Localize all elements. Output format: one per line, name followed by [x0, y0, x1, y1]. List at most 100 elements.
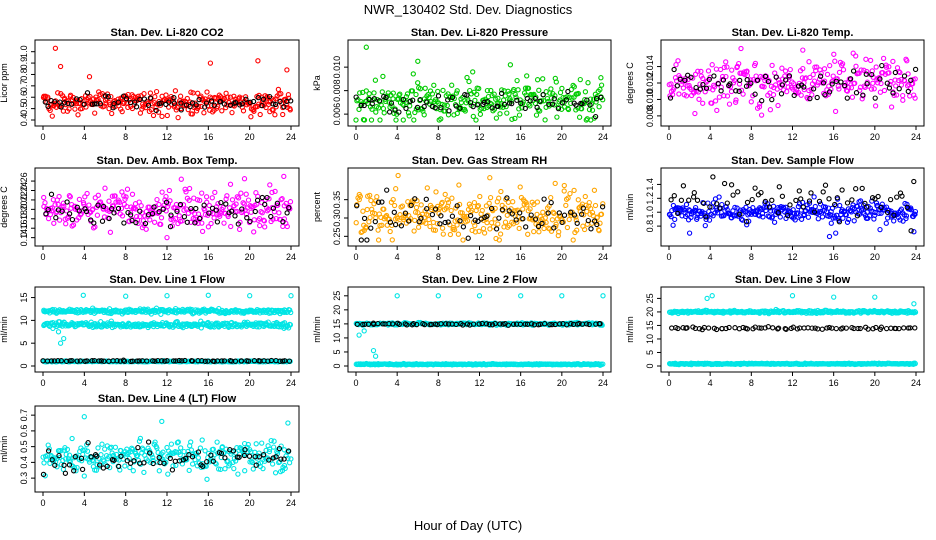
- panel-title: Stan. Dev. Gas Stream RH: [412, 155, 548, 167]
- data-point-hourly: [99, 218, 106, 224]
- outlier-point-samples: [738, 45, 744, 52]
- data-point-samples: [380, 105, 387, 112]
- data-point-hourly: [423, 196, 429, 202]
- data-point-samples: [444, 197, 450, 203]
- data-point-hourly: [808, 190, 814, 196]
- data-point-hourly: [43, 211, 49, 217]
- data-point-samples: [243, 211, 250, 217]
- data-point-samples: [732, 99, 739, 105]
- data-point-hourly: [489, 322, 496, 328]
- data-point-hourly: [549, 321, 555, 328]
- panel-title: Stan. Dev. Line 1 Flow: [109, 274, 225, 286]
- data-point-hourly: [793, 197, 799, 204]
- x-tick-label: 12: [474, 378, 484, 388]
- data-point-hourly: [69, 101, 75, 107]
- data-point-samples: [92, 195, 98, 201]
- data-point-samples: [512, 115, 518, 122]
- data-point-hourly: [432, 206, 439, 212]
- x-tick-label: 16: [516, 132, 526, 142]
- data-point-samples: [561, 182, 567, 189]
- data-point-hourly: [247, 218, 253, 225]
- data-point-samples: [434, 220, 441, 227]
- data-point-samples: [107, 229, 114, 235]
- data-point-samples: [506, 91, 512, 97]
- data-point-hourly: [407, 98, 413, 105]
- data-point-samples: [734, 63, 741, 70]
- data-point-samples: [451, 227, 458, 233]
- data-point-hourly: [863, 71, 869, 77]
- data-point-samples: [235, 195, 242, 201]
- data-point-hourly: [691, 190, 697, 196]
- data-point-samples: [881, 204, 887, 211]
- panel-title: Stan. Dev. Li-820 Temp.: [732, 27, 854, 39]
- data-point-hourly: [807, 95, 813, 102]
- data-point-samples: [374, 194, 380, 200]
- data-point-samples: [415, 80, 421, 86]
- data-point-samples: [61, 203, 67, 209]
- data-point-hourly: [94, 101, 100, 107]
- data-point-samples: [669, 207, 675, 214]
- data-point-hourly: [470, 103, 476, 110]
- data-point-hourly: [206, 210, 212, 216]
- data-point-samples: [525, 85, 532, 91]
- data-point-samples: [176, 213, 182, 219]
- data-point-hourly: [485, 99, 491, 105]
- outlier-point-samples: [86, 74, 93, 80]
- x-tick-label: 8: [749, 378, 754, 388]
- panel-title: Stan. Dev. Amb. Box Temp.: [97, 155, 238, 167]
- data-point-samples: [133, 213, 140, 220]
- data-point-hourly: [551, 225, 557, 231]
- data-point-hourly: [412, 196, 418, 202]
- data-point-hourly: [498, 90, 505, 97]
- x-tick-label: 20: [870, 378, 880, 388]
- data-point-samples: [215, 200, 221, 207]
- data-point-samples: [163, 92, 169, 98]
- data-point-samples: [158, 215, 165, 221]
- data-point-samples: [556, 229, 562, 235]
- data-point-samples: [119, 189, 125, 195]
- data-point-samples: [853, 63, 859, 69]
- data-point-samples: [130, 468, 136, 474]
- data-point-samples: [375, 237, 382, 243]
- data-point-hourly: [547, 321, 553, 328]
- data-point-samples: [775, 102, 781, 109]
- data-point-samples: [460, 237, 466, 243]
- data-point-samples: [353, 117, 359, 123]
- figure-xlabel: Hour of Day (UTC): [414, 518, 522, 533]
- data-point-hourly: [443, 321, 449, 327]
- data-point-samples: [275, 86, 282, 93]
- data-point-hourly: [599, 204, 606, 210]
- data-point-hourly: [445, 321, 452, 327]
- data-point-hourly: [798, 196, 804, 202]
- data-point-samples: [189, 111, 196, 117]
- data-point-samples: [505, 88, 511, 94]
- y-tick-label: 0.4: [19, 114, 29, 127]
- outlier-point-samples-mid: [57, 340, 64, 346]
- data-point-hourly: [758, 189, 764, 196]
- data-point-hourly: [213, 207, 219, 213]
- data-point-samples: [892, 77, 898, 83]
- y-tick-label: 0.25: [332, 228, 342, 246]
- data-point-samples: [582, 89, 589, 95]
- data-point-samples: [377, 117, 383, 123]
- data-point-samples: [600, 201, 606, 207]
- x-tick-label: 0: [40, 252, 45, 262]
- data-point-hourly: [532, 216, 539, 222]
- data-point-hourly: [111, 210, 117, 216]
- data-point-samples: [763, 204, 770, 210]
- x-tick-label: 12: [787, 132, 797, 142]
- data-point-samples: [42, 200, 48, 206]
- data-point-hourly: [912, 325, 918, 331]
- data-point-hourly: [418, 215, 424, 221]
- data-point-hourly: [574, 220, 580, 226]
- data-point-hourly: [541, 196, 547, 202]
- data-point-samples: [411, 117, 417, 123]
- data-point-samples: [568, 100, 574, 107]
- data-point-hourly: [386, 109, 393, 115]
- data-point-hourly: [123, 96, 130, 102]
- data-point-hourly: [517, 321, 524, 327]
- data-point-hourly: [137, 208, 143, 214]
- data-point-hourly: [744, 77, 750, 83]
- data-point-samples: [153, 88, 160, 95]
- x-tick-label: 20: [870, 132, 880, 142]
